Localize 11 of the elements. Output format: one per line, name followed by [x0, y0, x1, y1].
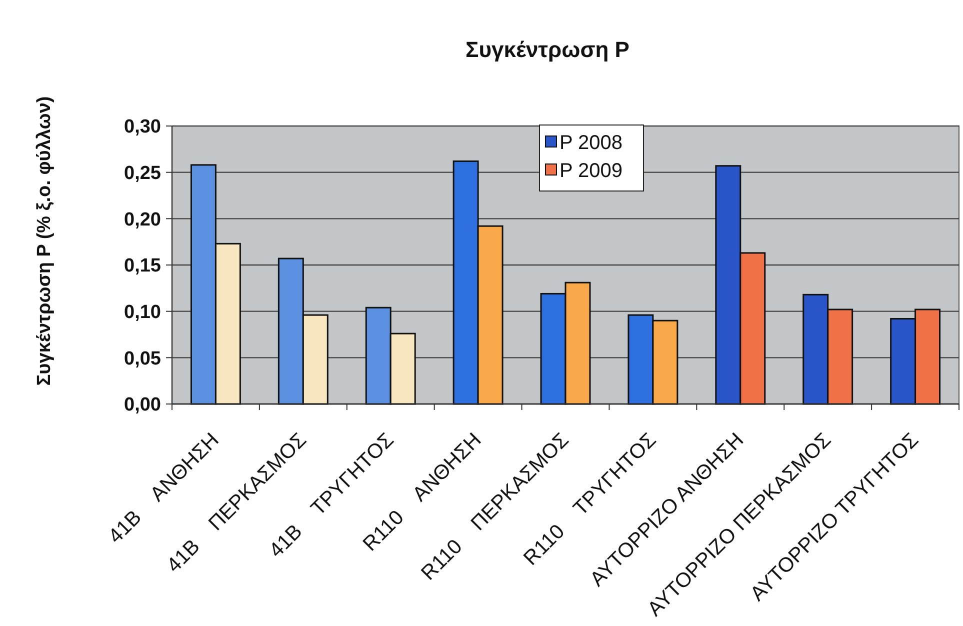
y-axis-title: Συγκέντρωση P (% ξ.ο. φύλλων): [34, 96, 55, 386]
y-tick-label: 0,05: [124, 348, 162, 370]
chart-title: Συγκέντρωση P: [466, 37, 630, 62]
y-tick-label: 0,20: [124, 209, 161, 230]
y-tick-label: 0,10: [124, 302, 161, 323]
legend-label: P 2009: [560, 160, 623, 182]
y-tick-label: 0,30: [124, 116, 161, 138]
legend-label: P 2008: [560, 132, 623, 154]
y-tick-label: 0,15: [124, 256, 162, 277]
y-tick-label: 0,00: [124, 394, 161, 416]
y-tick-label: 0,25: [124, 162, 162, 184]
